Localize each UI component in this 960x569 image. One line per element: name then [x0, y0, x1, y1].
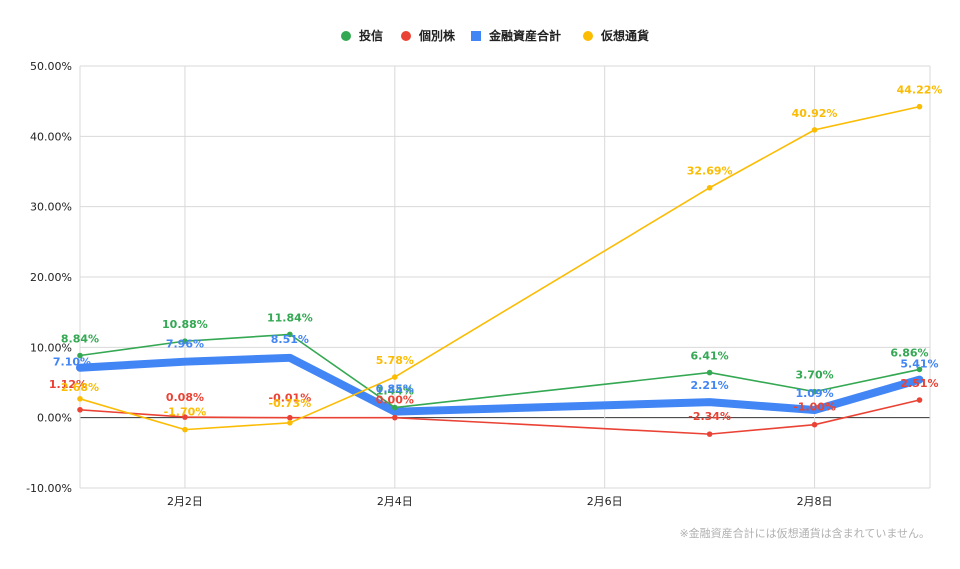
y-tick-label: 10.00%: [30, 341, 72, 354]
y-tick-label: 40.00%: [30, 130, 72, 143]
series-point-3: [392, 374, 398, 380]
legend-label: 金融資産合計: [488, 28, 561, 43]
series-point-2: [77, 365, 83, 371]
y-tick-label: -10.00%: [26, 482, 72, 495]
series-line-3: [79, 105, 921, 431]
series-line-0: [79, 333, 921, 409]
series-point-1: [916, 397, 923, 403]
data-label-2: 8.51%: [271, 333, 309, 346]
series-point-2: [392, 409, 398, 415]
data-label-2: 7.10%: [53, 356, 91, 369]
x-tick-label: 2月8日: [797, 495, 833, 508]
series-point-0: [287, 331, 293, 338]
grid-layer: [79, 65, 931, 489]
x-tick-label: 2月6日: [587, 495, 623, 508]
data-label-2: 5.41%: [900, 358, 938, 371]
data-label-0: 8.84%: [61, 332, 99, 345]
data-label-1: 1.12%: [49, 378, 87, 391]
series-layer: [76, 103, 924, 437]
data-label-0: 3.70%: [795, 369, 833, 382]
series-point-2: [287, 355, 293, 361]
data-label-3: -0.73%: [269, 397, 312, 410]
data-label-1: -0.01%: [269, 392, 312, 405]
series-point-1: [811, 421, 818, 428]
series-point-3: [916, 103, 923, 110]
series-point-2: [707, 399, 713, 405]
series-point-2: [812, 407, 818, 413]
data-label-layer: 8.84% 10.88% 11.84% 1.44% 6.41% 3.70% 6.86% 1.1…: [49, 84, 943, 423]
legend-square-marker: [471, 31, 481, 41]
x-tick-label: 2月2日: [167, 495, 203, 508]
data-label-1: -1.00%: [793, 401, 836, 414]
data-label-0: 6.41%: [691, 350, 729, 363]
series-point-0: [706, 369, 713, 376]
series-point-1: [392, 414, 398, 421]
data-label-2: 0.85%: [376, 383, 414, 396]
y-tick-label: 20.00%: [30, 271, 72, 284]
series-point-1: [182, 414, 188, 420]
data-label-0: 10.88%: [162, 318, 208, 331]
x-tick-label: 2月4日: [377, 495, 413, 508]
series-point-1: [77, 406, 83, 413]
legend-circle-marker: [401, 31, 411, 41]
data-label-1: 2.51%: [900, 377, 938, 390]
data-label-3: 44.22%: [897, 84, 943, 97]
series-point-0: [916, 366, 923, 373]
series-point-0: [182, 338, 188, 344]
data-label-3: 40.92%: [792, 107, 838, 120]
legend-circle-marker: [583, 31, 593, 41]
data-label-2: 2.21%: [691, 379, 729, 392]
footnote: ※金融資産合計には仮想通貨は含まれていません。: [679, 526, 930, 540]
series-point-2: [182, 359, 188, 365]
legend: 投信 個別株 金融資産合計 仮想通貨: [341, 28, 649, 43]
data-label-1: -2.34%: [688, 410, 731, 423]
data-label-3: 5.78%: [376, 354, 414, 367]
legend-circle-marker: [341, 31, 351, 41]
series-point-1: [706, 431, 713, 437]
data-label-0: 1.44%: [376, 385, 414, 398]
data-label-2: 7.96%: [166, 338, 204, 351]
series-point-3: [182, 426, 188, 433]
data-label-3: -1.70%: [164, 406, 207, 419]
data-label-1: 0.08%: [166, 391, 204, 404]
data-label-0: 11.84%: [267, 311, 313, 324]
y-tick-label: 0.00%: [37, 412, 72, 425]
y-tick-label: 50.00%: [30, 60, 72, 73]
legend-label: 個別株: [418, 28, 456, 43]
y-tick-label: 30.00%: [30, 201, 72, 214]
series-point-0: [392, 404, 398, 411]
legend-label: 投信: [359, 28, 383, 43]
data-label-3: 2.68%: [61, 381, 99, 394]
series-point-3: [811, 127, 818, 133]
data-label-0: 6.86%: [890, 346, 928, 359]
series-point-2: [917, 377, 923, 383]
data-label-2: 1.09%: [795, 387, 833, 400]
axis-layer: -10.00% 0.00% 10.00% 20.00% 30.00% 40.00% 50.0…: [26, 60, 832, 508]
series-point-3: [287, 420, 293, 426]
series-point-0: [811, 388, 818, 395]
legend-label: 仮想通貨: [600, 28, 649, 43]
data-label-3: 32.69%: [687, 165, 733, 178]
series-point-0: [77, 352, 83, 359]
series-point-1: [287, 414, 293, 421]
data-label-1: 0.00%: [376, 394, 414, 407]
series-point-3: [77, 396, 83, 402]
series-point-3: [706, 184, 713, 191]
